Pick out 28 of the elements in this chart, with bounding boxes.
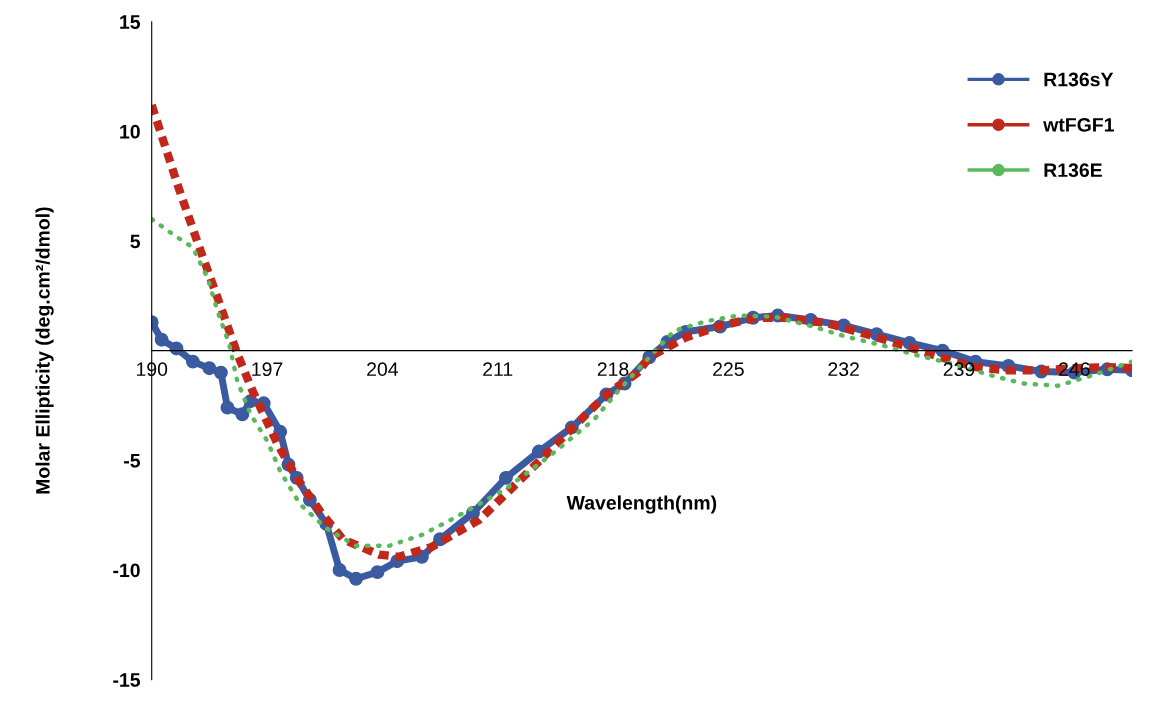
x-tick-label: 239	[943, 362, 975, 377]
point	[202, 361, 217, 376]
point	[349, 571, 363, 586]
point	[220, 400, 235, 415]
x-tick-label: 218	[597, 362, 629, 377]
x-tick-label: 232	[828, 362, 859, 377]
x-tick-label: 204	[367, 362, 399, 377]
x-tick-label: 211	[483, 362, 513, 376]
y-tick-label: 15	[120, 15, 141, 29]
x-tick-label: 225	[713, 362, 744, 377]
x-tick-label: 197	[252, 362, 283, 377]
y-tick-label: 5	[130, 234, 141, 249]
point	[235, 407, 250, 422]
point	[498, 470, 513, 485]
point	[154, 332, 169, 347]
point	[185, 354, 200, 369]
legend-label: R136sY	[1044, 72, 1114, 87]
legend-label: wtFGF1	[1043, 117, 1114, 132]
y-tick-label: -5	[124, 453, 141, 468]
legend-label: R136E	[1044, 163, 1102, 178]
point	[213, 365, 228, 380]
y-tick-label: 10	[120, 124, 140, 139]
y-tick-label: -15	[113, 673, 141, 687]
x-axis-title: Wavelength(nm)	[566, 495, 717, 514]
y-axis-title: Molar Ellipticity (deg.cm²/dmol)	[35, 207, 54, 494]
point	[370, 565, 385, 580]
y-tick-label: -10	[113, 563, 140, 578]
point	[332, 563, 347, 577]
